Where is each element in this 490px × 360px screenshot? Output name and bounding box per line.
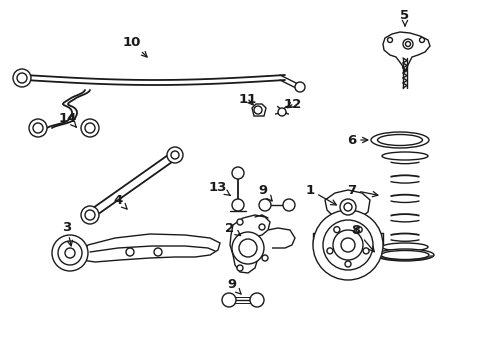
- Circle shape: [222, 293, 236, 307]
- Circle shape: [250, 293, 264, 307]
- Ellipse shape: [377, 135, 422, 145]
- Circle shape: [52, 235, 88, 271]
- Text: 11: 11: [239, 93, 257, 105]
- Ellipse shape: [371, 132, 429, 148]
- Circle shape: [344, 203, 352, 211]
- Polygon shape: [230, 215, 270, 273]
- Circle shape: [29, 119, 47, 137]
- Circle shape: [334, 227, 340, 233]
- Text: 4: 4: [113, 194, 127, 209]
- Polygon shape: [268, 228, 295, 248]
- Circle shape: [278, 108, 286, 116]
- Ellipse shape: [381, 251, 429, 260]
- Text: 14: 14: [59, 112, 77, 127]
- Circle shape: [259, 199, 271, 211]
- Text: 7: 7: [347, 184, 378, 197]
- Circle shape: [327, 248, 333, 254]
- Circle shape: [259, 224, 265, 230]
- Text: 13: 13: [209, 180, 230, 195]
- Ellipse shape: [382, 152, 428, 160]
- Circle shape: [419, 37, 424, 42]
- Text: 1: 1: [305, 184, 336, 205]
- Circle shape: [254, 106, 262, 114]
- Text: 9: 9: [258, 184, 272, 201]
- Circle shape: [283, 199, 295, 211]
- Circle shape: [323, 220, 373, 270]
- Circle shape: [65, 248, 75, 258]
- Circle shape: [126, 248, 134, 256]
- Circle shape: [13, 69, 31, 87]
- Circle shape: [85, 210, 95, 220]
- Text: 2: 2: [225, 221, 241, 235]
- Circle shape: [17, 73, 27, 83]
- Text: 6: 6: [347, 134, 368, 147]
- Circle shape: [345, 261, 351, 267]
- Circle shape: [33, 123, 43, 133]
- Circle shape: [356, 227, 362, 233]
- Polygon shape: [82, 234, 220, 262]
- Text: 12: 12: [284, 98, 302, 111]
- Circle shape: [340, 199, 356, 215]
- Circle shape: [81, 119, 99, 137]
- Ellipse shape: [382, 243, 428, 251]
- Polygon shape: [383, 32, 430, 72]
- Circle shape: [232, 232, 264, 264]
- Circle shape: [167, 147, 183, 163]
- Text: 8: 8: [351, 224, 374, 252]
- Circle shape: [154, 248, 162, 256]
- Circle shape: [363, 248, 369, 254]
- Circle shape: [295, 82, 305, 92]
- Circle shape: [171, 151, 179, 159]
- Circle shape: [333, 230, 363, 260]
- Circle shape: [313, 210, 383, 280]
- Circle shape: [239, 239, 257, 257]
- Text: 5: 5: [400, 9, 410, 26]
- Circle shape: [85, 123, 95, 133]
- Circle shape: [341, 238, 355, 252]
- Circle shape: [81, 206, 99, 224]
- Circle shape: [232, 167, 244, 179]
- Circle shape: [406, 41, 411, 46]
- Text: 3: 3: [62, 220, 73, 246]
- Circle shape: [237, 219, 243, 225]
- Ellipse shape: [376, 249, 434, 261]
- Circle shape: [262, 255, 268, 261]
- Text: 10: 10: [123, 36, 147, 57]
- Circle shape: [232, 199, 244, 211]
- Circle shape: [388, 37, 392, 42]
- Polygon shape: [252, 104, 266, 116]
- Circle shape: [237, 265, 243, 271]
- Circle shape: [403, 39, 413, 49]
- Text: 9: 9: [227, 279, 241, 294]
- Polygon shape: [325, 190, 370, 220]
- Circle shape: [58, 241, 82, 265]
